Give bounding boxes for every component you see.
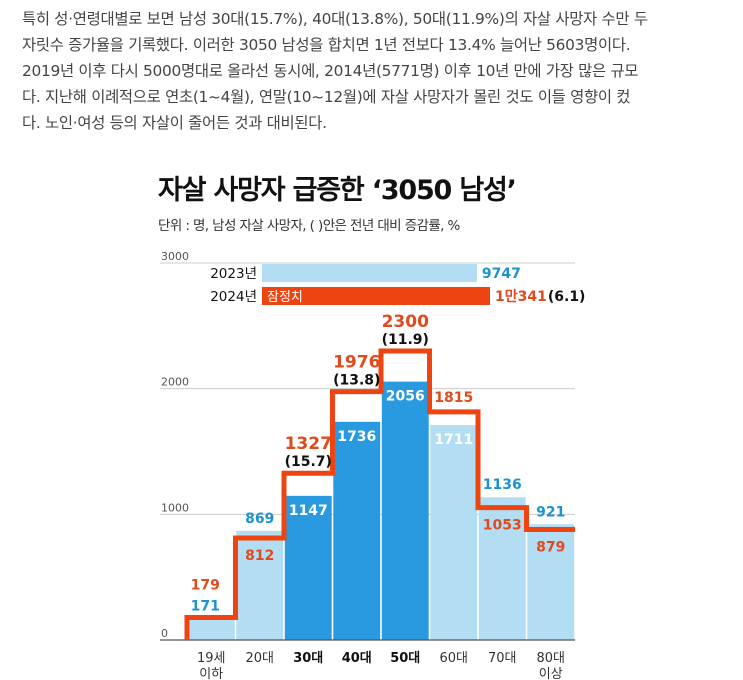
label-2023: 1136 — [483, 477, 522, 493]
label-2023: 1147 — [289, 503, 328, 519]
x-tick-label: 70대 — [488, 651, 517, 666]
y-tick-label: 1000 — [161, 501, 189, 514]
article-line: 다. 지난해 이례적으로 연초(1~4월), 연말(10~12월)에 자살 사망… — [22, 88, 631, 106]
legend-year: 2024년 — [210, 289, 257, 305]
x-tick-label: 19세 — [197, 651, 226, 666]
legend-change: (6.1) — [548, 289, 586, 305]
label-2024: 879 — [536, 540, 565, 556]
y-tick-label: 2000 — [161, 376, 189, 389]
label-2024: 812 — [245, 548, 274, 564]
article-line: 2019년 이후 다시 5000명대로 올라선 동시에, 2014년(5771명… — [22, 62, 639, 80]
bar-2023 — [236, 530, 284, 640]
label-2024: 1327 — [285, 434, 332, 454]
label-2024: 1815 — [434, 390, 473, 406]
growth-rate-label: (13.8) — [333, 373, 380, 389]
y-tick-label: 0 — [161, 627, 168, 640]
legend-total-bar — [262, 287, 490, 305]
x-tick-label: 20대 — [245, 651, 274, 666]
label-2023: 1736 — [337, 429, 376, 445]
label-2023: 171 — [191, 599, 220, 615]
legend-year: 2023년 — [210, 266, 257, 282]
label-2023: 869 — [245, 511, 274, 527]
bar-2023 — [527, 524, 575, 640]
label-2024: 1053 — [483, 518, 522, 534]
x-tick-label: 30대 — [293, 651, 323, 666]
bar-2023 — [430, 424, 478, 640]
bar-2023 — [187, 618, 235, 640]
legend-total-value: 1만341 — [495, 289, 547, 305]
bar-2023 — [333, 421, 381, 640]
x-tick-label: 80대 — [536, 651, 565, 666]
article-line: 다. 노인·여성 등의 자살이 줄어든 것과 대비된다. — [22, 114, 327, 132]
label-2024: 2300 — [382, 312, 429, 332]
x-tick-label: 50대 — [390, 651, 420, 666]
bar-2023 — [478, 497, 526, 640]
chart-subtitle: 단위 : 명, 남성 자살 사망자, ( )안은 전년 대비 증감률, % — [158, 218, 460, 234]
x-tick-label: 60대 — [439, 651, 468, 666]
x-tick-label-line2: 이상 — [539, 667, 563, 680]
growth-rate-label: (15.7) — [285, 454, 332, 470]
legend-note: 잠정치 — [267, 290, 303, 305]
series-2024-step-line — [184, 348, 575, 640]
label-2024: 1976 — [333, 353, 380, 373]
label-2023: 921 — [536, 504, 565, 520]
x-tick-label: 40대 — [342, 651, 372, 666]
article-line: 자릿수 증가율을 기록했다. 이러한 3050 남성을 합치면 1년 전보다 1… — [22, 36, 631, 54]
article-line: 특히 성·연령대별로 보면 남성 30대(15.7%), 40대(13.8%),… — [22, 10, 648, 28]
y-tick-label: 3000 — [161, 250, 189, 263]
bar-2023 — [284, 495, 332, 640]
article-text: 특히 성·연령대별로 보면 남성 30대(15.7%), 40대(13.8%),… — [22, 6, 722, 136]
x-tick-label-line2: 이하 — [199, 667, 223, 680]
label-2023: 1711 — [434, 432, 473, 448]
label-2024: 179 — [191, 578, 220, 594]
bar-2023 — [381, 381, 429, 640]
label-2023: 2056 — [386, 389, 425, 405]
growth-rate-label: (11.9) — [382, 332, 429, 348]
chart-title: 자살 사망자 급증한 ‘3050 남성’ — [158, 175, 517, 206]
legend-total-value: 9747 — [482, 266, 521, 282]
legend-total-bar — [262, 264, 477, 282]
